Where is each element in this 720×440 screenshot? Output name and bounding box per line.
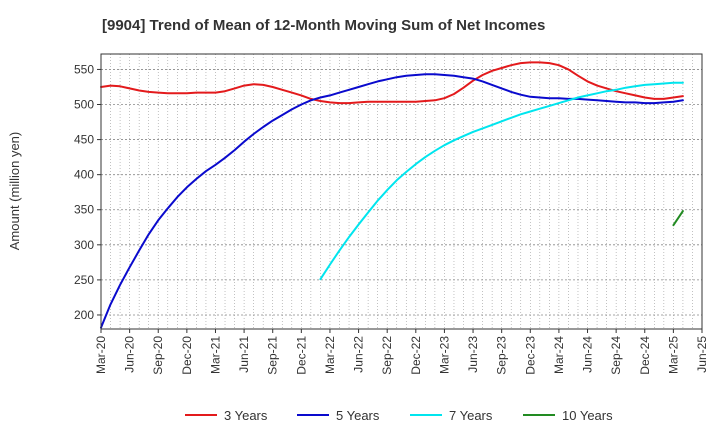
y-tick-label: 500: [74, 98, 94, 112]
x-tick-label: Sep-24: [609, 336, 623, 375]
y-tick-label: 400: [74, 168, 94, 182]
x-tick-label: Mar-23: [437, 336, 451, 374]
plot-frame: [100, 53, 703, 330]
y-tick-label: 200: [74, 308, 94, 322]
x-tick-label: Dec-24: [638, 336, 652, 375]
y-tick-label: 550: [74, 62, 94, 76]
chart-title: [9904] Trend of Mean of 12-Month Moving …: [102, 17, 545, 34]
x-tick-label: Jun-25: [695, 336, 709, 373]
legend-label: 5 Years: [336, 408, 380, 423]
series-layer: [100, 61, 684, 329]
x-tick-label: Jun-23: [466, 336, 480, 373]
x-tick-label: Mar-21: [208, 336, 222, 374]
x-tick-label: Jun-21: [237, 336, 251, 373]
x-tick-label: Sep-21: [266, 336, 280, 375]
legend-label: 10 Years: [562, 408, 613, 423]
x-tick-label: Mar-24: [552, 336, 566, 374]
grid: [101, 54, 702, 329]
x-tick-label: Jun-22: [352, 336, 366, 373]
x-tick-label: Mar-25: [666, 336, 680, 374]
series-line: [319, 81, 684, 281]
x-tick-label: Dec-23: [523, 336, 537, 375]
x-tick-label: Dec-20: [180, 336, 194, 375]
legend: 3 Years 5 Years 7 Years 10 Years: [185, 408, 613, 423]
x-tick-label: Dec-22: [409, 336, 423, 375]
series-line: [672, 210, 684, 227]
y-tick-label: 350: [74, 203, 94, 217]
y-tick-label: 450: [74, 133, 94, 147]
legend-label: 3 Years: [224, 408, 268, 423]
x-tick-label: Sep-23: [495, 336, 509, 375]
x-axis: Mar-20 Jun-20 Sep-20 Dec-20 Mar-21 Jun-21 Sep-…: [94, 329, 709, 375]
y-axis-label: Amount (million yen): [7, 132, 22, 251]
y-tick-label: 300: [74, 238, 94, 252]
series-line: [100, 61, 684, 105]
x-tick-label: Dec-21: [294, 336, 308, 375]
x-tick-label: Jun-24: [581, 336, 595, 373]
legend-label: 7 Years: [449, 408, 493, 423]
x-tick-label: Mar-22: [323, 336, 337, 374]
y-axis: 200 250 300 350 400 450 500 550: [74, 62, 101, 322]
x-tick-label: Sep-20: [151, 336, 165, 375]
x-tick-label: Jun-20: [123, 336, 137, 373]
x-tick-label: Sep-22: [380, 336, 394, 375]
x-tick-label: Mar-20: [94, 336, 108, 374]
series-line: [100, 73, 684, 329]
y-tick-label: 250: [74, 273, 94, 287]
